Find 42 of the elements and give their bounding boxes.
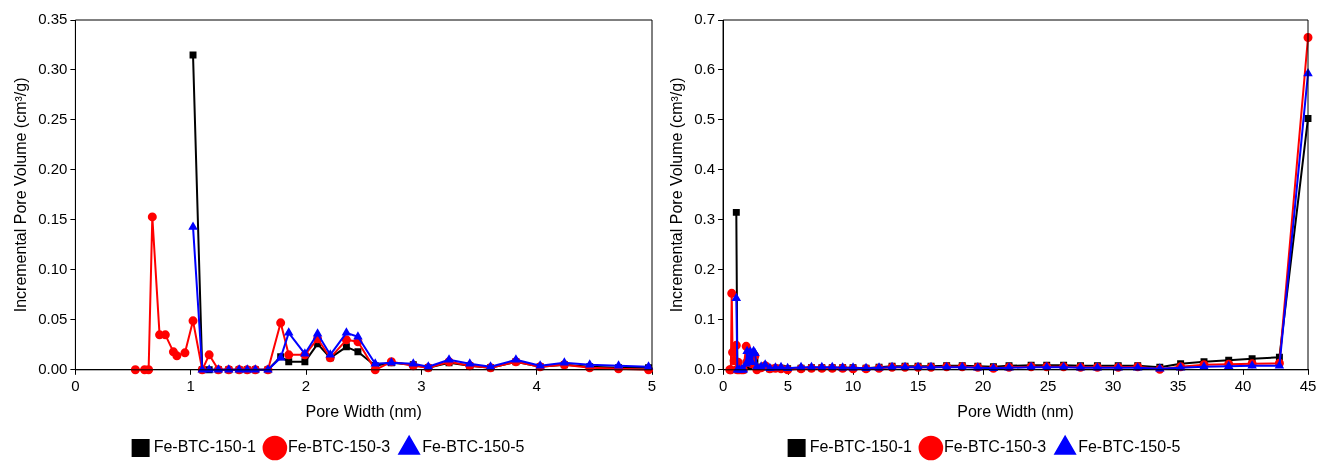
x-tick-label: 0 [718,376,728,394]
x-tick-label: 5 [647,376,657,394]
x-tick-label: 0 [71,376,80,394]
y-tick-label: 0.00 [38,359,68,377]
y-tick-label: 0.7 [694,10,716,28]
x-tick-label: 2 [301,376,311,394]
y-tick-label: 0.6 [694,60,716,78]
y-tick-label: 0.2 [694,260,716,277]
x-tick-label: 20 [974,376,992,394]
y-axis-title: Incremental Pore Volume (cm³/g) [668,77,686,313]
legend-label: Fe-BTC-150-3 [943,438,1047,456]
x-tick-label: 25 [1039,376,1057,394]
x-tick-label: 1 [186,376,195,394]
legend-label: Fe-BTC-150-5 [1078,438,1181,456]
y-tick-label: 0.20 [38,160,68,178]
x-axis-title: Pore Width (nm) [957,402,1074,420]
y-tick-label: 0.15 [38,210,68,228]
x-tick-label: 10 [844,376,862,394]
legend-label: Fe-BTC-150-1 [153,438,256,456]
x-tick-label: 30 [1104,376,1122,394]
y-tick-label: 0.3 [694,210,716,228]
y-tick-label: 0.0 [694,359,716,377]
x-axis-title: Pore Width (nm) [305,402,422,420]
x-tick-label: 45 [1299,376,1317,394]
y-tick-label: 0.5 [694,110,716,128]
x-tick-label: 5 [783,376,793,394]
legend-label: Fe-BTC-150-5 [422,438,525,456]
x-tick-label: 3 [417,376,426,394]
y-axis-title: Incremental Pore Volume (cm³/g) [12,77,30,313]
y-tick-label: 0.35 [38,10,68,28]
x-tick-label: 4 [532,376,541,394]
y-tick-label: 0.10 [38,260,68,277]
legend-label: Fe-BTC-150-3 [287,438,391,456]
y-tick-label: 0.4 [694,160,716,178]
y-tick-label: 0.1 [694,309,716,327]
y-tick-label: 0.25 [38,110,68,128]
y-tick-label: 0.30 [38,60,68,78]
x-tick-label: 40 [1234,376,1252,394]
x-tick-label: 35 [1169,376,1187,394]
y-tick-label: 0.05 [38,309,68,327]
legend-label: Fe-BTC-150-1 [809,438,912,456]
x-tick-label: 15 [909,376,927,394]
